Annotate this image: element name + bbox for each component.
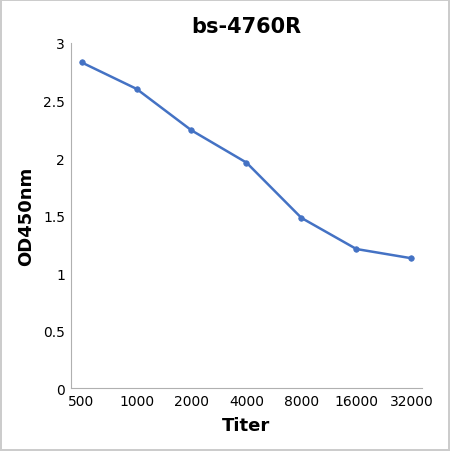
Y-axis label: OD450nm: OD450nm: [17, 166, 35, 266]
Title: bs-4760R: bs-4760R: [191, 17, 302, 37]
X-axis label: Titer: Titer: [222, 416, 270, 434]
